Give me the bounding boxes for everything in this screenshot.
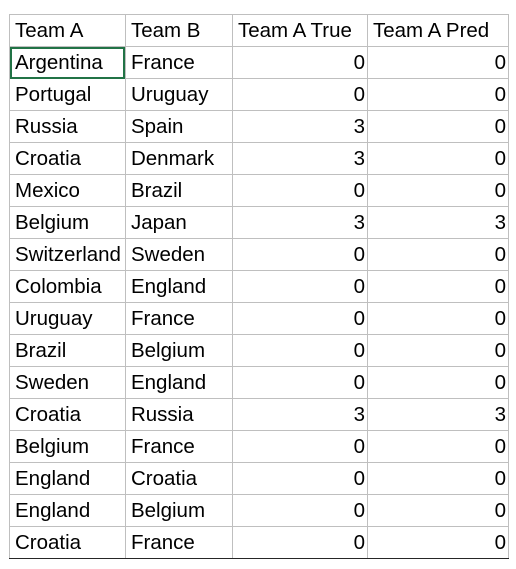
team-a-true-cell[interactable]: 0 — [231, 238, 368, 271]
team-a-cell[interactable]: Russia — [9, 110, 126, 143]
team-a-pred-cell[interactable]: 0 — [366, 78, 509, 111]
team-a-cell[interactable]: Argentina — [9, 46, 126, 79]
team-a-true-cell[interactable]: 0 — [231, 46, 368, 79]
team-a-cell[interactable]: Croatia — [9, 526, 126, 559]
team-b-cell[interactable]: Uruguay — [124, 78, 233, 111]
table-row: England Belgium 0 0 — [9, 494, 509, 527]
team-a-true-cell[interactable]: 0 — [231, 334, 368, 367]
team-a-pred-cell[interactable]: 3 — [366, 206, 509, 239]
team-a-pred-cell[interactable]: 0 — [366, 526, 509, 559]
spreadsheet-table: Team A Team B Team A True Team A Pred Ar… — [9, 14, 509, 559]
team-a-true-cell[interactable]: 3 — [231, 206, 368, 239]
team-a-true-cell[interactable]: 0 — [231, 366, 368, 399]
team-a-pred-cell[interactable]: 0 — [366, 46, 509, 79]
table-row: Uruguay France 0 0 — [9, 302, 509, 335]
table-row: Colombia England 0 0 — [9, 270, 509, 303]
team-a-pred-cell[interactable]: 3 — [366, 398, 509, 431]
team-a-cell[interactable]: England — [9, 494, 126, 527]
team-a-pred-cell[interactable]: 0 — [366, 270, 509, 303]
team-b-cell[interactable]: Denmark — [124, 142, 233, 175]
team-a-true-cell[interactable]: 0 — [231, 526, 368, 559]
header-cell-team-a-pred[interactable]: Team A Pred — [366, 14, 509, 47]
team-a-true-cell[interactable]: 0 — [231, 78, 368, 111]
team-a-cell[interactable]: Brazil — [9, 334, 126, 367]
team-b-cell[interactable]: France — [124, 302, 233, 335]
team-b-cell[interactable]: Croatia — [124, 462, 233, 495]
table-row: Argentina France 0 0 — [9, 46, 509, 79]
header-cell-team-b[interactable]: Team B — [124, 14, 233, 47]
table-row: Belgium Japan 3 3 — [9, 206, 509, 239]
team-a-true-cell[interactable]: 0 — [231, 270, 368, 303]
team-a-cell[interactable]: Portugal — [9, 78, 126, 111]
team-a-pred-cell[interactable]: 0 — [366, 174, 509, 207]
team-b-cell[interactable]: France — [124, 526, 233, 559]
team-a-cell[interactable]: Mexico — [9, 174, 126, 207]
team-a-cell[interactable]: Croatia — [9, 142, 126, 175]
team-a-cell[interactable]: England — [9, 462, 126, 495]
team-b-cell[interactable]: France — [124, 46, 233, 79]
table-row: Mexico Brazil 0 0 — [9, 174, 509, 207]
table-row: Brazil Belgium 0 0 — [9, 334, 509, 367]
team-a-true-cell[interactable]: 0 — [231, 174, 368, 207]
team-b-cell[interactable]: Belgium — [124, 334, 233, 367]
team-a-pred-cell[interactable]: 0 — [366, 238, 509, 271]
team-a-pred-cell[interactable]: 0 — [366, 110, 509, 143]
table-row: Sweden England 0 0 — [9, 366, 509, 399]
team-a-pred-cell[interactable]: 0 — [366, 302, 509, 335]
team-a-pred-cell[interactable]: 0 — [366, 142, 509, 175]
table-row: Croatia France 0 0 — [9, 526, 509, 559]
team-a-pred-cell[interactable]: 0 — [366, 494, 509, 527]
team-a-cell[interactable]: Belgium — [9, 206, 126, 239]
team-a-cell[interactable]: Belgium — [9, 430, 126, 463]
team-b-cell[interactable]: Russia — [124, 398, 233, 431]
table-row: Croatia Denmark 3 0 — [9, 142, 509, 175]
header-cell-team-a-true[interactable]: Team A True — [231, 14, 368, 47]
team-a-cell[interactable]: Colombia — [9, 270, 126, 303]
team-b-cell[interactable]: Brazil — [124, 174, 233, 207]
header-cell-team-a[interactable]: Team A — [9, 14, 126, 47]
team-a-true-cell[interactable]: 3 — [231, 398, 368, 431]
table-row: Belgium France 0 0 — [9, 430, 509, 463]
team-a-cell[interactable]: Uruguay — [9, 302, 126, 335]
team-b-cell[interactable]: Sweden — [124, 238, 233, 271]
team-a-true-cell[interactable]: 3 — [231, 110, 368, 143]
table-row: Russia Spain 3 0 — [9, 110, 509, 143]
team-a-true-cell[interactable]: 0 — [231, 302, 368, 335]
team-b-cell[interactable]: Japan — [124, 206, 233, 239]
team-a-true-cell[interactable]: 0 — [231, 462, 368, 495]
team-a-cell[interactable]: Croatia — [9, 398, 126, 431]
team-a-pred-cell[interactable]: 0 — [366, 462, 509, 495]
team-a-true-cell[interactable]: 3 — [231, 142, 368, 175]
table-row: England Croatia 0 0 — [9, 462, 509, 495]
team-a-pred-cell[interactable]: 0 — [366, 366, 509, 399]
team-b-cell[interactable]: Belgium — [124, 494, 233, 527]
table-row: Portugal Uruguay 0 0 — [9, 78, 509, 111]
table-body: Argentina France 0 0 Portugal Uruguay 0 0 Russia… — [9, 46, 509, 559]
header-row: Team A Team B Team A True Team A Pred — [9, 14, 509, 47]
table-row: Switzerland Sweden 0 0 — [9, 238, 509, 271]
team-a-cell[interactable]: Switzerland — [9, 238, 126, 271]
team-a-pred-cell[interactable]: 0 — [366, 334, 509, 367]
team-a-pred-cell[interactable]: 0 — [366, 430, 509, 463]
team-b-cell[interactable]: Spain — [124, 110, 233, 143]
team-b-cell[interactable]: England — [124, 366, 233, 399]
team-a-true-cell[interactable]: 0 — [231, 430, 368, 463]
team-b-cell[interactable]: France — [124, 430, 233, 463]
team-b-cell[interactable]: England — [124, 270, 233, 303]
table-row: Croatia Russia 3 3 — [9, 398, 509, 431]
team-a-true-cell[interactable]: 0 — [231, 494, 368, 527]
team-a-cell[interactable]: Sweden — [9, 366, 126, 399]
